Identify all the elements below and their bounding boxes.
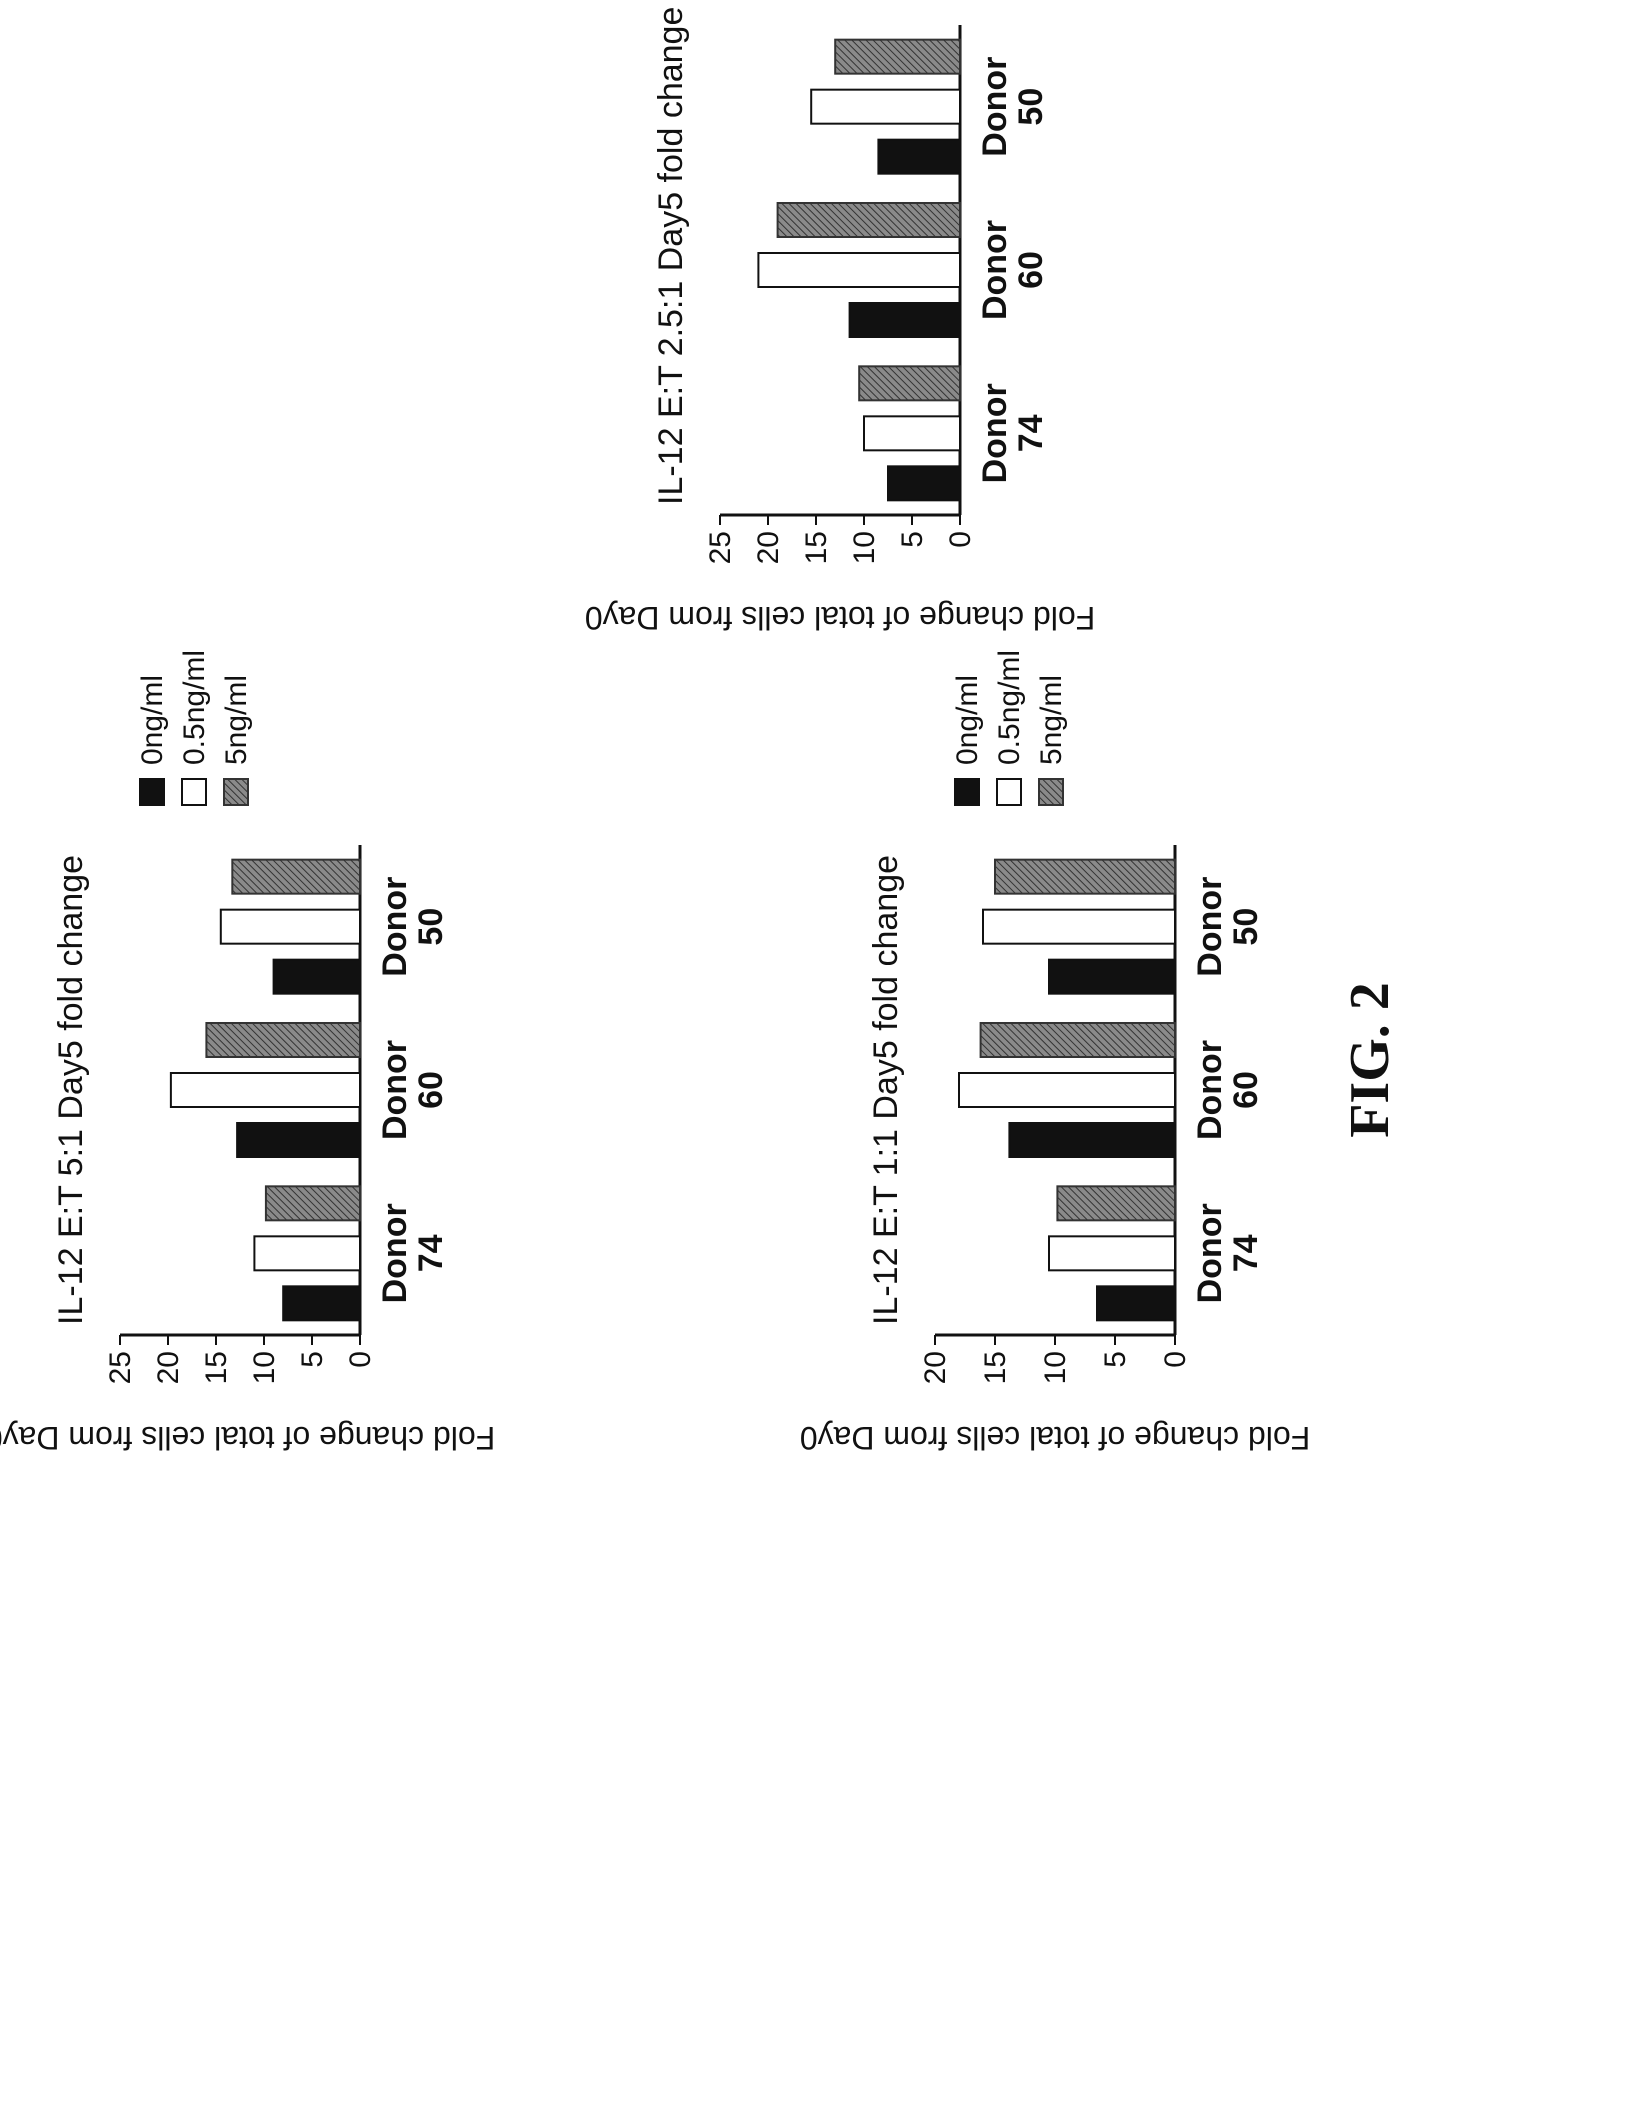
bar-5ng-ml (776, 202, 961, 238)
y-tick-label: 0 (344, 1351, 377, 1368)
legend-swatch (1038, 778, 1064, 806)
category-label: Donor60 (976, 220, 1050, 320)
charts-group: IL-12 E:T 5:1 Day5 fold change Fold chang… (0, 7, 1310, 1456)
legend-swatch (181, 778, 207, 806)
y-tick-label: 10 (848, 531, 881, 564)
y-tick-label: 5 (296, 1351, 329, 1368)
bar-0-5ng-ml (757, 252, 962, 288)
chart-bottom-left: IL-12 E:T 1:1 Day5 fold change Fold chang… (800, 650, 1310, 1456)
bar-0-5ng-ml (958, 1072, 1176, 1108)
chart-top-right: IL-12 E:T 2.5:1 Day5 fold change Fold cha… (585, 7, 1095, 636)
y-axis-label: Fold change of total cells from Day0 (0, 1420, 495, 1456)
bar-0-5ng-ml (810, 88, 961, 125)
category-label: Donor50 (376, 877, 450, 977)
y-axis-label: Fold change of total cells from Day0 (800, 1420, 1310, 1456)
chart-title: IL-12 E:T 2.5:1 Day5 fold change (652, 7, 690, 505)
y-tick-label: 0 (944, 531, 977, 548)
bar-0-5ng-ml (219, 908, 361, 945)
bar-0ng-ml (848, 302, 962, 338)
bar-0ng-ml (1008, 1122, 1176, 1158)
chart-title: IL-12 E:T 1:1 Day5 fold change (867, 855, 905, 1325)
bar-0-5ng-ml (253, 1235, 361, 1272)
chart-top-left: IL-12 E:T 5:1 Day5 fold change Fold chang… (0, 650, 495, 1456)
y-tick-label: 15 (800, 531, 833, 564)
bar-0ng-ml (1096, 1285, 1176, 1322)
bar-5ng-ml (231, 858, 362, 895)
y-tick-label: 20 (919, 1351, 952, 1384)
y-tick-label: 15 (979, 1351, 1012, 1384)
bar-0ng-ml (236, 1122, 361, 1158)
bar-0-5ng-ml (982, 908, 1176, 945)
legend-label: 0.5ng/ml (178, 650, 211, 765)
bar-5ng-ml (205, 1022, 361, 1058)
y-tick-label: 20 (152, 1351, 185, 1384)
y-tick-label: 25 (104, 1351, 137, 1384)
bar-5ng-ml (994, 858, 1176, 895)
legend-swatch (954, 778, 980, 806)
bar-5ng-ml (1056, 1185, 1176, 1222)
y-tick-label: 15 (200, 1351, 233, 1384)
category-label: Donor74 (1191, 1203, 1265, 1303)
figure-label: FIG. 2 (1339, 982, 1401, 1138)
y-tick-label: 10 (248, 1351, 281, 1384)
bar-5ng-ml (834, 38, 961, 75)
legend-swatch (223, 778, 249, 806)
bar-0ng-ml (877, 138, 961, 175)
category-label: Donor60 (376, 1040, 450, 1140)
bar-5ng-ml (264, 1185, 361, 1222)
legend-swatch (139, 778, 165, 806)
bar-0-5ng-ml (169, 1072, 361, 1108)
bar-0ng-ml (887, 465, 961, 502)
legend-swatch (996, 778, 1022, 806)
category-label: Donor50 (1191, 877, 1265, 977)
bar-0ng-ml (272, 958, 362, 995)
bar-5ng-ml (858, 365, 961, 402)
legend-label: 0ng/ml (136, 675, 169, 765)
bar-0ng-ml (1048, 958, 1176, 995)
y-tick-label: 10 (1039, 1351, 1072, 1384)
category-label: Donor60 (1191, 1040, 1265, 1140)
category-label: Donor50 (976, 57, 1050, 157)
y-tick-label: 5 (1099, 1351, 1132, 1368)
y-tick-label: 20 (752, 531, 785, 564)
legend-label: 0.5ng/ml (993, 650, 1026, 765)
legend-label: 5ng/ml (220, 675, 253, 765)
category-label: Donor74 (376, 1203, 450, 1303)
y-tick-label: 0 (1159, 1351, 1192, 1368)
legend-label: 0ng/ml (951, 675, 984, 765)
y-axis-label: Fold change of total cells from Day0 (585, 600, 1095, 636)
bar-0ng-ml (282, 1285, 361, 1322)
bar-0-5ng-ml (863, 415, 961, 452)
chart-title: IL-12 E:T 5:1 Day5 fold change (52, 855, 90, 1325)
bar-5ng-ml (979, 1022, 1176, 1058)
y-tick-label: 25 (704, 531, 737, 564)
bar-0-5ng-ml (1048, 1235, 1176, 1272)
category-label: Donor74 (976, 383, 1050, 483)
legend-label: 5ng/ml (1035, 675, 1068, 765)
y-tick-label: 5 (896, 531, 929, 548)
